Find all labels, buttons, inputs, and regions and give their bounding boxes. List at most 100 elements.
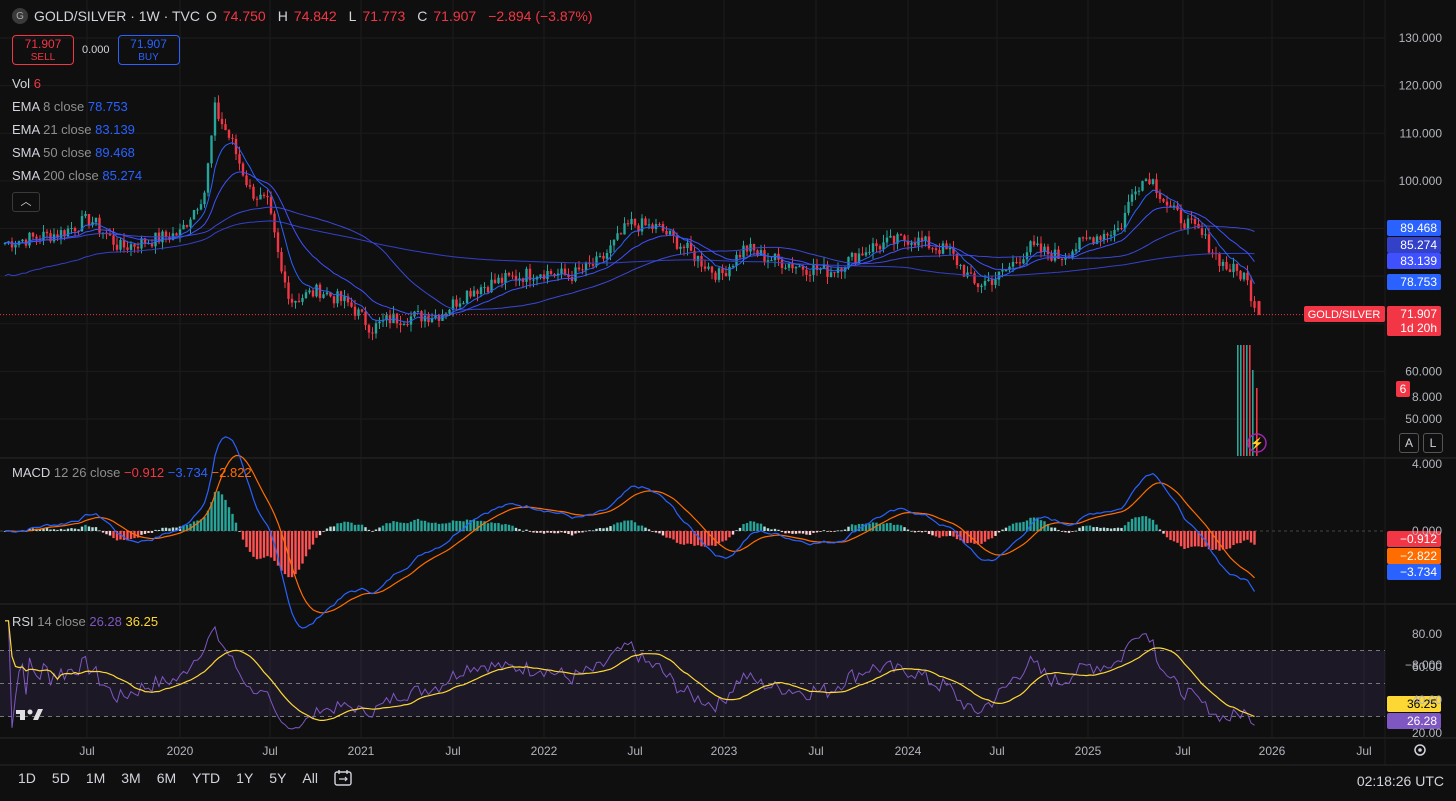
macd-hist-bar (140, 531, 143, 535)
macd-hist-bar (906, 529, 910, 531)
legend-sma200[interactable]: SMA 200 close 85.274 (12, 168, 143, 183)
macd-hist-bar (77, 529, 80, 531)
macd-hist-bar (196, 520, 199, 531)
range-3m[interactable]: 3M (121, 770, 141, 786)
legend-rsi[interactable]: RSI 14 close 26.28 36.25 (12, 614, 159, 629)
candle-body (668, 230, 672, 235)
log-scale-button[interactable]: L (1423, 433, 1443, 453)
macd-hist-bar (84, 524, 87, 531)
candle-body (63, 230, 66, 237)
candle-body (616, 233, 619, 240)
macd-hist-bar (1001, 529, 1004, 531)
macd-hist-bar (315, 531, 318, 538)
macd-signal-tag-bg (1387, 548, 1441, 564)
macd-hist-bar (182, 525, 185, 531)
rsi-ma-tag-bg (1387, 696, 1441, 712)
sell-button[interactable]: 71.907 SELL (12, 35, 74, 65)
candle-body (1211, 252, 1214, 254)
candle-body (717, 268, 721, 280)
macd-hist-bar (504, 524, 507, 531)
macd-hist-bar (798, 531, 801, 534)
macd-hist-bar (129, 531, 133, 539)
macd-hist-bar (738, 527, 742, 531)
legend-ema8[interactable]: EMA 8 close 78.753 (12, 99, 128, 114)
candle-body (931, 248, 934, 250)
macd-hist-bar (73, 528, 77, 531)
macd-hist-bar (731, 531, 735, 535)
candle-body (861, 253, 864, 256)
macd-hist-tag-bg (1387, 531, 1441, 547)
macd-hist-bar (1004, 527, 1008, 531)
macd-hist-bar (1221, 531, 1225, 550)
calendar-range-icon (334, 770, 352, 786)
macd-hist-bar (1179, 531, 1183, 547)
auto-scale-button[interactable]: A (1399, 433, 1419, 453)
collapse-legend-button[interactable]: ︿ (12, 192, 40, 212)
time-axis-label: Jul (262, 744, 277, 758)
macd-hist-bar (45, 527, 49, 531)
macd-hist-bar (238, 531, 241, 532)
macd-hist-bar (1099, 527, 1102, 531)
candle-body (322, 294, 325, 298)
candle-body (780, 259, 784, 269)
candle-body (640, 218, 644, 232)
legend-macd[interactable]: MACD 12 26 close −0.912 −3.734 −2.822 (12, 465, 252, 480)
macd-hist-bar (749, 521, 752, 531)
utc-clock[interactable]: 02:18:26 UTC (1356, 773, 1444, 789)
candle-body (808, 274, 812, 276)
date-range-button[interactable] (326, 770, 360, 789)
macd-hist-bar (136, 531, 140, 538)
symbol-title[interactable]: GOLD/SILVER · 1W · TVC (34, 8, 200, 24)
macd-hist-bar (171, 527, 175, 531)
macd-hist-bar (892, 524, 896, 531)
candle-body (1239, 270, 1242, 280)
candle-body (374, 323, 378, 334)
volume-bars (1237, 345, 1258, 456)
candle-body (1249, 280, 1253, 302)
candle-body (598, 255, 602, 257)
macd-hist-bar (283, 531, 287, 575)
range-1m[interactable]: 1M (85, 770, 106, 786)
candle-body (542, 274, 546, 280)
macd-hist-bar (234, 522, 238, 531)
macd-hist-bar (1211, 531, 1214, 551)
candle-body (122, 240, 126, 248)
legend-sma50[interactable]: SMA 50 close 89.468 (12, 145, 135, 160)
candle-body (791, 263, 794, 269)
candle-body (213, 102, 217, 136)
macd-hist-bar (955, 531, 959, 540)
candle-body (248, 185, 252, 187)
candle-body (773, 253, 777, 261)
candle-body (1015, 262, 1018, 264)
range-all[interactable]: All (302, 770, 318, 786)
macd-hist-bar (220, 494, 224, 531)
macd-hist-bar (1113, 528, 1116, 531)
legend-ema21[interactable]: EMA 21 close 83.139 (12, 122, 135, 137)
candle-body (357, 309, 360, 316)
legend-vol[interactable]: Vol 6 (12, 76, 41, 91)
macd-hist-bar (80, 526, 84, 531)
range-5d[interactable]: 5D (51, 770, 70, 786)
range-6m[interactable]: 6M (156, 770, 177, 786)
range-ytd[interactable]: YTD (192, 770, 221, 786)
candle-body (1008, 266, 1011, 270)
macd-hist-bar (1144, 516, 1148, 531)
last-candle-body (1257, 301, 1261, 315)
macd-hist-bar (539, 531, 542, 533)
macd-hist-bar (563, 531, 567, 534)
macd-hist-bar (126, 531, 129, 541)
price-axis-label: 110.000 (1400, 126, 1443, 140)
candle-body (56, 234, 59, 238)
buy-button[interactable]: 71.907 BUY (117, 35, 180, 65)
macd-hist-bar (427, 522, 430, 531)
macd-hist-bar (507, 524, 511, 531)
candle-body (399, 323, 402, 326)
range-1d[interactable]: 1D (18, 770, 36, 786)
range-5y[interactable]: 5Y (269, 770, 287, 786)
macd-hist-bar (833, 531, 836, 532)
macd-hist-bar (899, 525, 903, 531)
candle-body (238, 154, 241, 164)
range-1y[interactable]: 1Y (236, 770, 254, 786)
